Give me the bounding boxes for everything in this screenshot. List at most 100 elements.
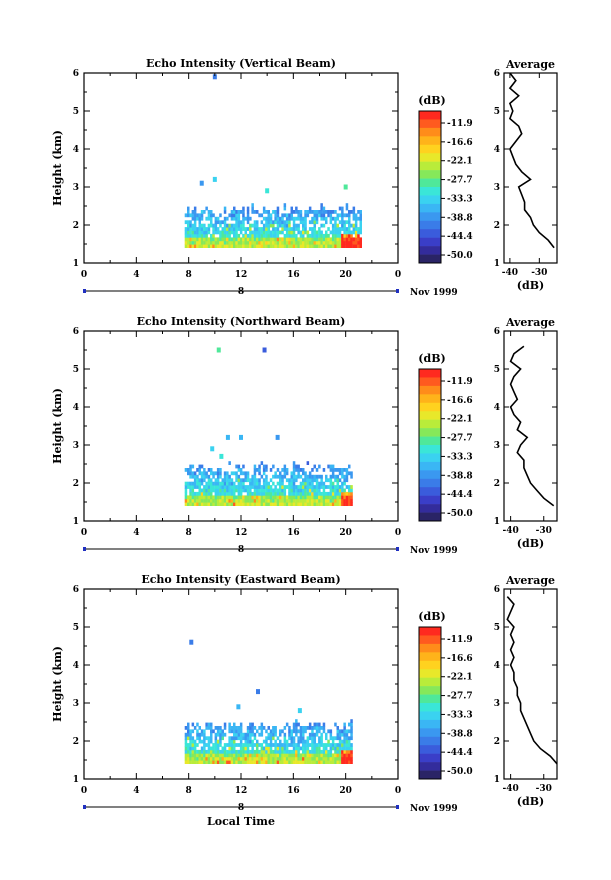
heatmap-cell bbox=[279, 502, 282, 506]
heatmap-cell bbox=[191, 230, 195, 235]
heatmap-cell bbox=[246, 726, 250, 730]
heatmap-cell bbox=[198, 471, 201, 476]
heatmap-cell bbox=[189, 481, 192, 486]
heatmap-cell bbox=[311, 739, 314, 744]
heatmap-cell bbox=[285, 485, 289, 489]
heatmap-cell bbox=[246, 732, 250, 737]
average-x-tick-label: -40 bbox=[502, 268, 518, 278]
heatmap-cell bbox=[216, 743, 220, 747]
heatmap-cell bbox=[196, 756, 199, 761]
heatmap-cell bbox=[196, 495, 199, 500]
heatmap-cell bbox=[325, 749, 328, 754]
heatmap-cell bbox=[262, 237, 266, 242]
heatmap-cell bbox=[345, 739, 349, 744]
heatmap-cell bbox=[297, 749, 300, 754]
heatmap-cell bbox=[239, 244, 243, 248]
heatmap-cell bbox=[272, 464, 275, 469]
heatmap-cell bbox=[306, 474, 310, 479]
heatmap-cell bbox=[311, 498, 314, 503]
heatmap-cell bbox=[348, 729, 351, 734]
heatmap-cell bbox=[193, 753, 197, 758]
heatmap-cell bbox=[302, 739, 305, 744]
heatmap-cell bbox=[256, 233, 259, 238]
heatmap-cell bbox=[283, 227, 287, 231]
heatmap-cell bbox=[315, 237, 319, 242]
heatmap-cell bbox=[302, 495, 305, 500]
x-tick-label: 20 bbox=[339, 786, 352, 796]
colorbar-label: -38.8 bbox=[447, 213, 473, 223]
heatmap-cell bbox=[228, 495, 231, 500]
heatmap-cell bbox=[258, 498, 261, 503]
heatmap-cell bbox=[258, 491, 261, 496]
heatmap-cell bbox=[187, 244, 190, 248]
heatmap-cell bbox=[302, 468, 305, 472]
heatmap-cell bbox=[352, 237, 356, 242]
heatmap-cell bbox=[230, 743, 234, 747]
heatmap-cell bbox=[297, 502, 300, 506]
heatmap-cell bbox=[212, 485, 215, 489]
heatmap-cell bbox=[219, 213, 222, 218]
heatmap-cell bbox=[343, 227, 346, 231]
heatmap-cell bbox=[216, 746, 220, 751]
heatmap-cell bbox=[191, 736, 195, 741]
date-label: Nov 1999 bbox=[410, 546, 458, 556]
heatmap-cell bbox=[336, 502, 339, 506]
heatmap-cell bbox=[210, 220, 213, 225]
heatmap-cell bbox=[226, 481, 229, 486]
heatmap-cell bbox=[285, 495, 289, 500]
heatmap-cell bbox=[193, 495, 197, 500]
heatmap-cell bbox=[302, 732, 305, 737]
heatmap-cell bbox=[237, 213, 241, 218]
heatmap-cell bbox=[341, 244, 344, 248]
colorbar-swatch bbox=[419, 203, 441, 213]
heatmap-cell bbox=[221, 502, 224, 506]
heatmap-cell bbox=[203, 498, 206, 503]
heatmap-cell bbox=[205, 726, 208, 730]
heatmap-cell bbox=[272, 481, 275, 486]
heatmap-cell bbox=[325, 485, 328, 489]
heatmap-cell bbox=[311, 756, 314, 761]
heatmap-cell bbox=[267, 732, 270, 737]
heatmap-cell bbox=[267, 756, 270, 761]
average-x-label: (dB) bbox=[517, 795, 544, 808]
heatmap-cell bbox=[279, 488, 282, 493]
heatmap-cell bbox=[302, 223, 305, 228]
heatmap-cell bbox=[239, 729, 243, 734]
heatmap-cell bbox=[242, 746, 245, 751]
heatmap-cell bbox=[242, 736, 245, 741]
heatmap-cell bbox=[343, 237, 346, 242]
heatmap-cell bbox=[219, 468, 222, 472]
heatmap-cell bbox=[239, 726, 243, 730]
heatmap-cell bbox=[297, 468, 300, 472]
heatmap-cell bbox=[283, 495, 287, 500]
heatmap-cell bbox=[189, 743, 192, 747]
heatmap-cell bbox=[212, 237, 215, 242]
heatmap-cell bbox=[345, 729, 349, 734]
heatmap-cell bbox=[281, 474, 284, 479]
heatmap-cell bbox=[226, 240, 229, 245]
colorbar-swatch bbox=[419, 736, 441, 746]
heatmap-cell bbox=[279, 481, 282, 486]
heatmap-cell bbox=[313, 491, 316, 496]
heatmap-cell bbox=[341, 223, 344, 228]
heatmap-cell bbox=[205, 206, 208, 211]
heatmap-cell bbox=[325, 502, 328, 506]
heatmap-cell bbox=[244, 495, 247, 500]
heatmap-cell bbox=[348, 502, 351, 506]
heatmap-cell bbox=[343, 233, 346, 238]
heatmap-cell bbox=[279, 230, 282, 235]
heatmap-cell bbox=[235, 502, 238, 506]
heatmap-cell bbox=[285, 213, 289, 218]
heatmap-cell bbox=[348, 498, 351, 503]
heatmap-cell bbox=[318, 495, 321, 500]
heatmap-cell bbox=[196, 743, 199, 747]
heatmap-cell bbox=[230, 753, 234, 758]
heatmap-cell bbox=[237, 502, 241, 506]
heatmap-cell bbox=[348, 220, 351, 225]
isolated-echo bbox=[199, 180, 204, 186]
heatmap-cell bbox=[235, 464, 238, 469]
heatmap-cell bbox=[318, 729, 321, 734]
heatmap-cell bbox=[198, 485, 201, 489]
heatmap-cell bbox=[322, 481, 326, 486]
heatmap-cell bbox=[269, 223, 273, 228]
